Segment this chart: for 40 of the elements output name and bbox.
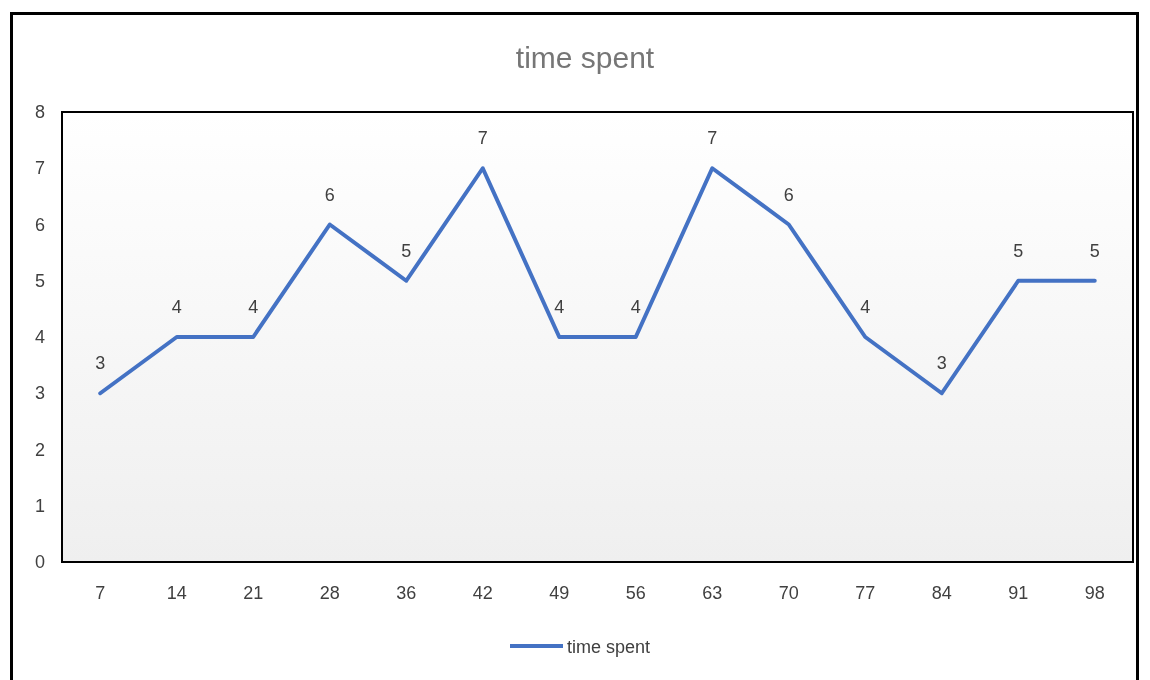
data-label: 4 [171, 297, 182, 317]
data-label: 5 [1013, 240, 1024, 261]
x-tick-label: 36 [396, 583, 417, 603]
x-tick-label: 7 [95, 583, 106, 603]
x-tick-label: 77 [855, 583, 876, 603]
data-label: 3 [936, 353, 947, 374]
data-label: 5 [401, 240, 412, 261]
y-tick-label: 7 [34, 158, 46, 179]
x-tick-label: 84 [931, 583, 952, 603]
y-tick-label: 6 [34, 214, 46, 235]
data-label: 7 [477, 128, 488, 149]
legend-label: time spent [567, 637, 651, 657]
x-tick-label: 14 [166, 583, 187, 603]
x-tick-label: 42 [472, 583, 493, 603]
data-label: 4 [554, 297, 565, 317]
x-tick-label: 49 [549, 583, 570, 603]
y-tick-label: 2 [34, 439, 46, 460]
data-label: 6 [783, 184, 794, 205]
y-tick-label: 3 [34, 383, 46, 404]
data-label: 7 [707, 128, 718, 149]
x-tick-label: 28 [319, 583, 340, 603]
x-tick-label: 70 [778, 583, 799, 603]
data-label: 4 [860, 297, 871, 317]
x-tick-label: 21 [243, 583, 264, 603]
data-label: 6 [324, 184, 335, 205]
y-tick-label: 5 [34, 270, 46, 291]
data-label: 3 [95, 353, 106, 374]
y-tick-label: 8 [34, 102, 46, 122]
chart-title: time spent [515, 41, 655, 74]
line-series [98, 166, 1097, 396]
x-tick-label: 91 [1008, 583, 1029, 603]
x-tick-label: 98 [1084, 583, 1105, 603]
y-tick-label: 0 [34, 552, 46, 572]
data-label: 4 [248, 297, 259, 317]
y-tick-label: 4 [34, 327, 46, 347]
x-tick-label: 63 [702, 583, 723, 603]
data-label: 5 [1089, 240, 1100, 261]
data-label: 4 [630, 297, 641, 317]
y-tick-label: 1 [34, 495, 46, 516]
x-tick-label: 56 [625, 583, 646, 603]
